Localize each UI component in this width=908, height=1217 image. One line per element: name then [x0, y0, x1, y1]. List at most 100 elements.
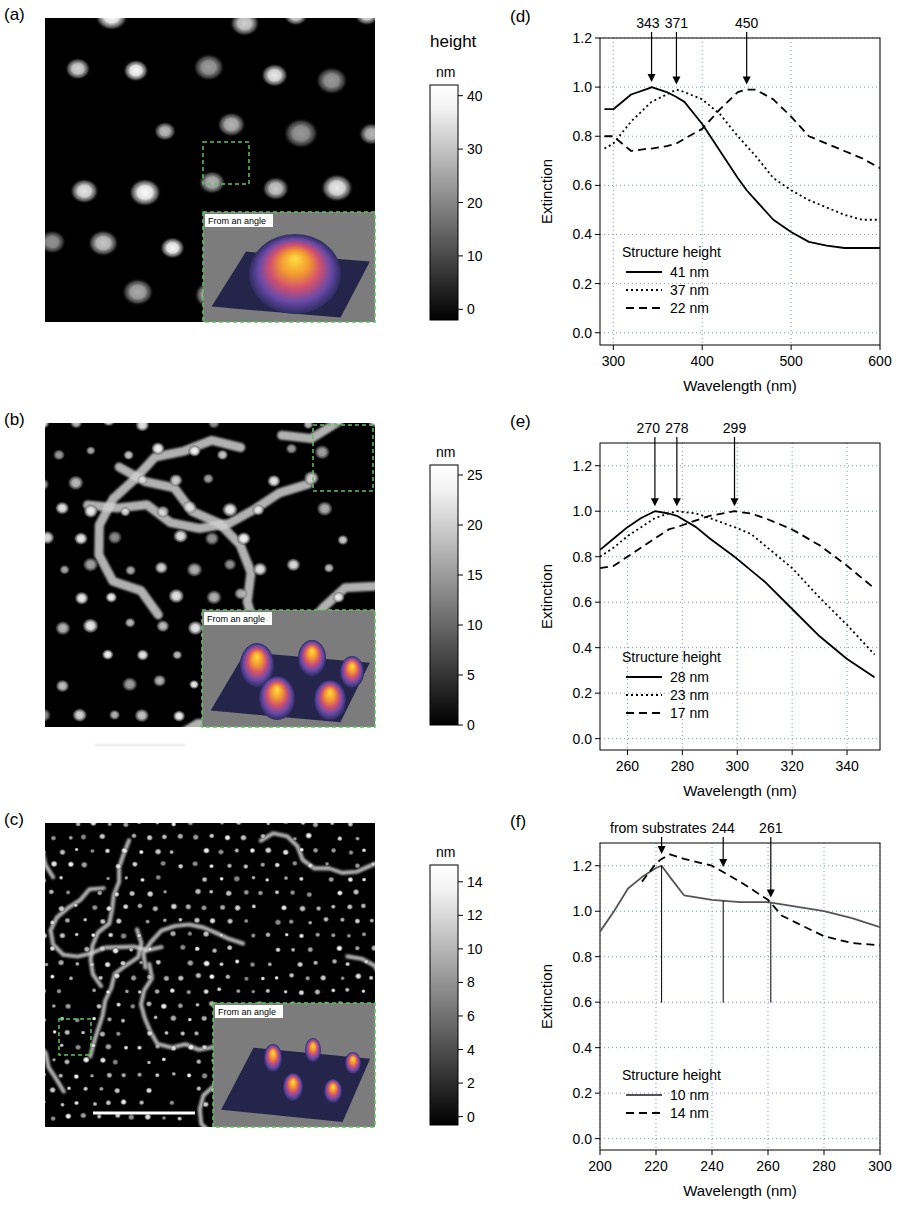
afm-dot: [206, 589, 223, 605]
x-tick-label: 320: [780, 758, 804, 774]
panel-label: (e): [510, 412, 531, 431]
x-tick: [768, 1150, 769, 1155]
afm-dot: [82, 557, 99, 573]
x-tick-label: 200: [588, 1158, 612, 1174]
afm-dot: [112, 1059, 119, 1066]
afm-image: [45, 18, 375, 322]
annotation-label: 261: [759, 820, 783, 836]
colorbar-tick: [458, 915, 463, 916]
afm-dot: [251, 904, 256, 909]
x-tick: [737, 750, 738, 755]
afm-dot: [200, 905, 207, 912]
afm-dot: [169, 930, 177, 937]
grid-line: [600, 465, 880, 466]
afm-dot: [161, 834, 168, 840]
x-tick: [791, 345, 792, 350]
y-tick-label: 0.4: [573, 1040, 593, 1056]
afm-dot: [240, 834, 248, 841]
afm-dot: [50, 835, 57, 841]
afm-dot: [82, 618, 99, 634]
panel-label: (a): [4, 5, 25, 24]
colorbar-tick: [458, 575, 463, 576]
annotation-line: [661, 866, 662, 1003]
annotation-arrow: [651, 32, 652, 76]
afm-dot: [101, 423, 116, 427]
afm-dot: [286, 558, 301, 572]
afm-image: [45, 823, 375, 1127]
afm-dot: [59, 875, 64, 880]
afm-dot: [284, 932, 289, 937]
afm-dot: [172, 710, 185, 722]
afm-dot: [68, 835, 73, 840]
afm-dot: [299, 847, 304, 852]
afm-dot: [83, 1086, 89, 1092]
afm-dot: [131, 833, 137, 839]
afm-dot: [234, 904, 242, 911]
colorbar-tick: [458, 202, 463, 203]
afm-dot: [331, 988, 336, 993]
afm-dot: [105, 990, 111, 995]
afm-dot: [226, 863, 232, 869]
afm-dot: [340, 976, 345, 981]
colorbar-tick-label: 20: [467, 517, 483, 533]
afm-dot: [368, 975, 374, 980]
afm-dot: [45, 850, 47, 855]
afm-dot: [122, 904, 129, 910]
highlight-box: [59, 1019, 91, 1055]
afm-dot: [219, 823, 225, 825]
grid-line: [737, 443, 738, 750]
afm-dot: [297, 961, 304, 968]
colorbar-title: height: [430, 32, 477, 51]
afm-dot: [320, 174, 353, 203]
afm-dot: [316, 501, 333, 517]
afm-dot: [182, 500, 198, 514]
x-tick: [792, 750, 793, 755]
afm-dot: [168, 473, 183, 487]
inset-blob: [345, 1052, 361, 1074]
annotation-label: 450: [735, 15, 759, 31]
afm-dot: [154, 561, 169, 575]
afm-dot: [323, 563, 334, 574]
afm-dot: [169, 1100, 175, 1106]
afm-dot: [252, 504, 265, 516]
afm-dot: [315, 67, 348, 95]
afm-dot: [236, 531, 251, 545]
afm-dot: [186, 1073, 192, 1078]
afm-dot: [354, 18, 375, 26]
y-tick-label: 0.4: [573, 226, 593, 242]
afm-dot: [203, 960, 211, 967]
afm-dot: [121, 677, 138, 693]
y-tick-label: 0.8: [573, 128, 593, 144]
series-line: [604, 90, 880, 220]
afm-dot: [306, 891, 313, 898]
afm-dot: [354, 945, 360, 951]
y-tick: [595, 556, 600, 557]
afm-dot: [274, 862, 280, 868]
annotation-label: 244: [712, 820, 736, 836]
afm-dot: [261, 63, 289, 87]
y-tick: [595, 602, 600, 603]
afm-dot: [196, 1059, 202, 1065]
afm-dot: [314, 444, 331, 460]
afm-dot: [186, 989, 192, 995]
afm-dot: [265, 878, 270, 883]
afm-dot: [70, 423, 83, 429]
afm-dot: [201, 1044, 208, 1050]
afm-dot: [55, 621, 72, 636]
y-tick: [595, 1093, 600, 1094]
afm-dot: [281, 905, 288, 912]
plot-frame: [600, 843, 880, 1150]
legend-label: 28 nm: [670, 669, 709, 685]
y-tick: [595, 1047, 600, 1048]
legend-label: 41 nm: [670, 264, 709, 280]
afm-dot: [136, 823, 142, 825]
afm-dot: [274, 919, 282, 926]
colorbar-tick-label: 5: [467, 667, 475, 683]
grid-line: [600, 332, 880, 333]
afm-dot: [52, 1030, 57, 1035]
afm-dot: [361, 848, 366, 853]
afm-dot: [163, 890, 168, 895]
legend-label: 14 nm: [670, 1105, 709, 1121]
afm-dot: [193, 53, 225, 81]
afm-dot: [225, 890, 233, 897]
